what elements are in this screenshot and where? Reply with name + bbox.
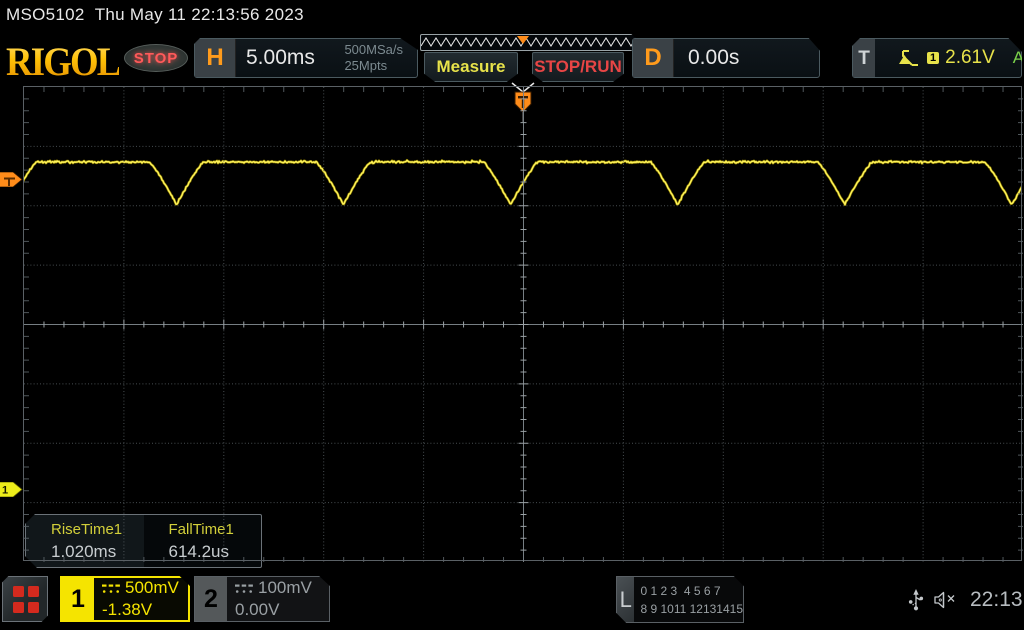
svg-text:1: 1 xyxy=(2,485,8,497)
svg-text:T: T xyxy=(858,48,870,69)
